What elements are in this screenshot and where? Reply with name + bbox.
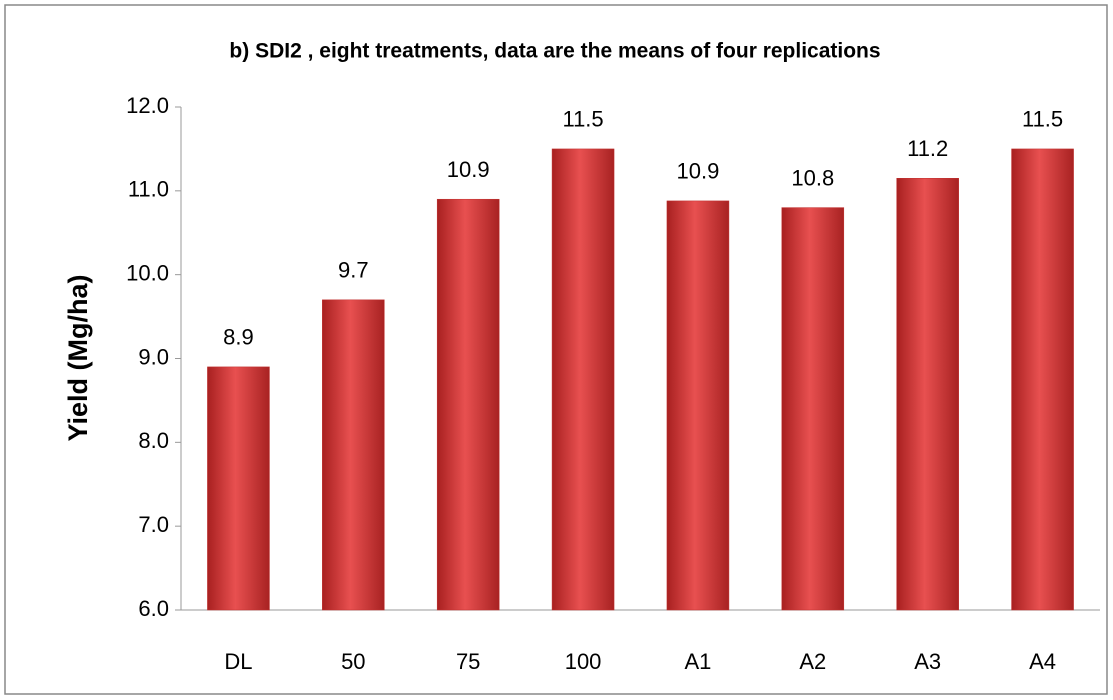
bar	[207, 366, 270, 611]
y-tick-label: 12.0	[126, 93, 169, 118]
value-label: 11.5	[562, 107, 603, 132]
x-tick-label: A4	[1029, 649, 1056, 674]
bar	[896, 178, 959, 611]
value-label: 10.8	[791, 165, 834, 190]
x-tick-label: 50	[341, 649, 365, 674]
bar	[322, 299, 385, 611]
x-tick-label: DL	[224, 649, 252, 674]
value-label: 9.7	[338, 258, 369, 283]
value-label: 10.9	[447, 157, 490, 182]
value-label: 8.9	[223, 325, 254, 350]
y-tick-label: 9.0	[138, 344, 169, 369]
y-tick-label: 6.0	[138, 596, 169, 621]
chart-title: b) SDI2 , eight treatments, data are the…	[229, 40, 880, 63]
y-tick-label: 11.0	[128, 177, 169, 202]
value-label: 10.9	[677, 159, 720, 184]
bar	[551, 148, 615, 611]
bar	[666, 200, 730, 611]
x-tick-label: A3	[914, 649, 941, 674]
y-axis-label: Yield (Mg/ha)	[63, 275, 93, 442]
value-label: 11.2	[907, 136, 948, 161]
x-tick-label: 100	[565, 649, 602, 674]
bar	[436, 198, 500, 611]
x-tick-label: A2	[799, 649, 826, 674]
value-label: 11.5	[1022, 107, 1063, 132]
bar	[1011, 148, 1074, 611]
x-tick-label: 75	[456, 649, 480, 674]
y-tick-label: 8.0	[138, 428, 169, 453]
y-tick-label: 7.0	[138, 512, 169, 537]
y-tick-label: 10.0	[126, 260, 169, 285]
x-tick-label: A1	[684, 649, 711, 674]
bar	[781, 207, 845, 611]
